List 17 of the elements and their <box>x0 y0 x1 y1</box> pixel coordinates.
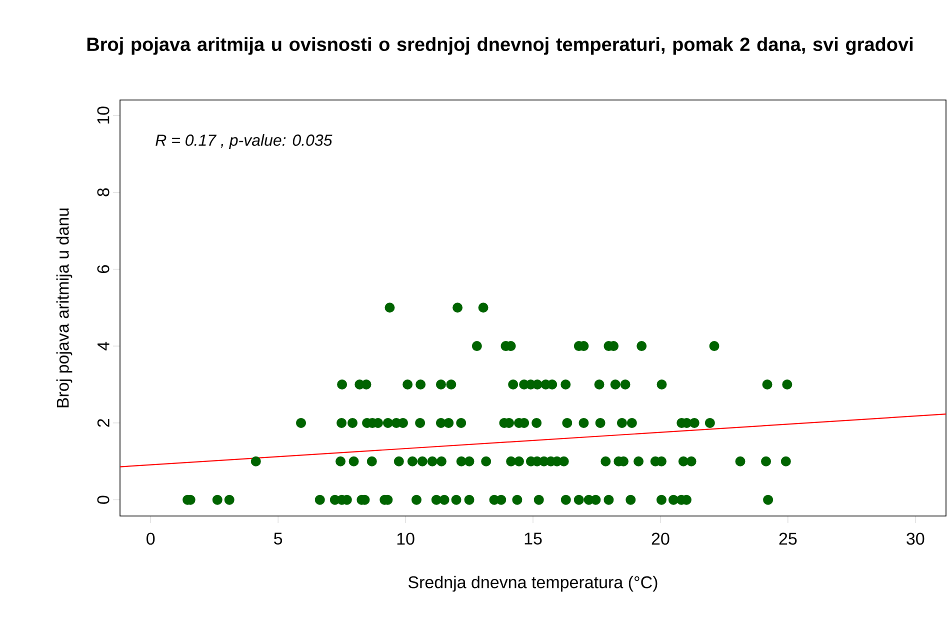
y-tick-label: 0 <box>97 496 110 504</box>
x-tick-label: 20 <box>652 532 670 545</box>
y-tick-label: 4 <box>98 342 110 350</box>
x-tick-label: 5 <box>274 532 282 545</box>
chart-title: Broj pojava aritmija u ovisnosti o srednjoj dnevnoj temperaturi, pomak 2 dana, svi gradovi <box>87 37 913 55</box>
y-tick-label: 2 <box>97 419 110 427</box>
y-tick-label: 10 <box>97 106 110 124</box>
x-tick-label: 0 <box>146 532 155 545</box>
y-tick-label: 8 <box>97 188 110 196</box>
x-tick-label: 25 <box>779 532 797 545</box>
x-tick-label: 10 <box>397 532 414 545</box>
annotation: R = 0.17 , p-value: 0.035 <box>156 134 332 150</box>
x-axis-title: Srednja dnevna temperatura (°C) <box>408 576 658 592</box>
x-tick-label: 30 <box>906 532 924 545</box>
y-tick-label: 6 <box>97 265 110 274</box>
x-tick-label: 15 <box>524 532 542 545</box>
y-axis-title: Broj pojava aritmija u danu <box>56 208 72 408</box>
